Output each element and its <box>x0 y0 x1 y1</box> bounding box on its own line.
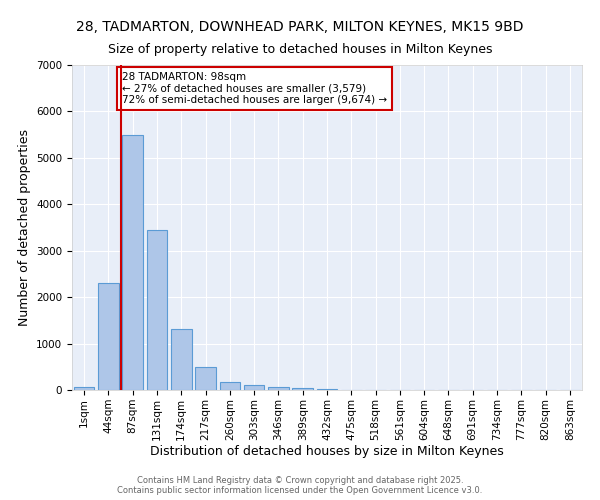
Bar <box>220 382 240 390</box>
Y-axis label: Number of detached properties: Number of detached properties <box>17 129 31 326</box>
Bar <box>146 230 167 390</box>
Bar <box>195 367 216 390</box>
X-axis label: Distribution of detached houses by size in Milton Keynes: Distribution of detached houses by size … <box>150 446 504 458</box>
Bar <box>292 388 313 390</box>
Text: Contains HM Land Registry data © Crown copyright and database right 2025.
Contai: Contains HM Land Registry data © Crown c… <box>118 476 482 495</box>
Text: Size of property relative to detached houses in Milton Keynes: Size of property relative to detached ho… <box>108 42 492 56</box>
Bar <box>171 328 191 390</box>
Bar <box>74 387 94 390</box>
Text: 28 TADMARTON: 98sqm
← 27% of detached houses are smaller (3,579)
72% of semi-det: 28 TADMARTON: 98sqm ← 27% of detached ho… <box>122 72 387 105</box>
Bar <box>317 389 337 390</box>
Text: 28, TADMARTON, DOWNHEAD PARK, MILTON KEYNES, MK15 9BD: 28, TADMARTON, DOWNHEAD PARK, MILTON KEY… <box>76 20 524 34</box>
Bar <box>122 134 143 390</box>
Bar <box>98 283 119 390</box>
Bar <box>244 385 265 390</box>
Bar <box>268 386 289 390</box>
